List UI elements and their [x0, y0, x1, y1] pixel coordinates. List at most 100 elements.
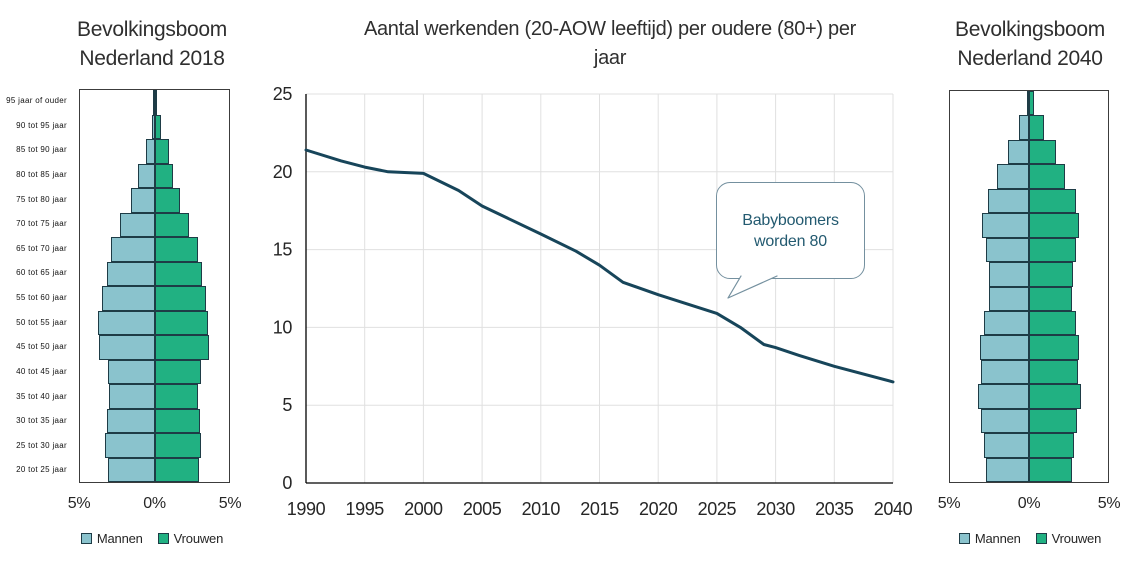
vrouwen-bar [154, 286, 206, 311]
vrouwen-bar [1029, 115, 1044, 140]
annotation-bubble: Babyboomers worden 80 [716, 182, 865, 279]
vrouwen-bar [1029, 188, 1076, 214]
x-tick-label: 2000 [404, 499, 443, 519]
mannen-bar [985, 237, 1029, 263]
pyramid-2040-title-line1: Bevolkingsboom [955, 18, 1105, 41]
legend-label: Mannen [974, 531, 1021, 546]
age-axis-labels: 95 jaar of ouder 90 tot 95 jaar 85 tot 90 … [0, 89, 73, 483]
y-tick-label: 5 [282, 395, 292, 415]
mannen-bar [983, 310, 1029, 336]
line-chart-title-line1: Aantal werkenden (20-AOW leeftijd) per o… [363, 18, 857, 40]
mannen-bar [983, 433, 1029, 458]
annotation-text-line2: worden 80 [754, 232, 827, 250]
age-label: 40 tot 45 jaar [16, 366, 67, 376]
age-label: 85 tot 90 jaar [16, 145, 67, 155]
age-label: 90 tot 95 jaar [16, 120, 67, 130]
pyramid-2040-plot [949, 90, 1109, 483]
vrouwen-bar [1029, 310, 1077, 336]
line-chart-title: Aantal werkenden (20-AOW leeftijd) per o… [310, 15, 910, 73]
mannen-bar [1008, 139, 1029, 165]
age-label: 55 tot 60 jaar [16, 293, 67, 302]
legend-item-mannen: Mannen [80, 531, 143, 546]
mannen-bar [108, 457, 155, 482]
pyramid-row [950, 310, 1108, 336]
mannen-bar [988, 286, 1029, 311]
y-tick-label: 20 [273, 162, 293, 182]
mannen-bar [119, 212, 155, 237]
vrouwen-bar [1029, 262, 1074, 287]
annotation-text-line1: Babyboomers [742, 211, 839, 229]
pyramid-2040-title-line2: Nederland 2040 [957, 47, 1103, 70]
legend-item-vrouwen: Vrouwen [1035, 531, 1102, 546]
vrouwen-bar [154, 261, 203, 286]
percent-axis-label: 5% [67, 495, 91, 512]
x-tick-label: 2025 [698, 499, 737, 519]
pyramid-row [80, 237, 229, 262]
vrouwen-bar [1029, 384, 1082, 409]
mannen-bar [980, 335, 1029, 360]
pyramid-row [950, 237, 1108, 263]
vrouwen-bar [1029, 139, 1056, 165]
pyramid-row [80, 139, 229, 164]
age-label: 25 tot 30 jaar [16, 440, 67, 450]
x-tick-label: 2005 [463, 499, 502, 519]
mannen-bar [97, 310, 155, 335]
y-tick-label: 0 [282, 473, 292, 493]
vrouwen-bar [1029, 408, 1078, 434]
percent-axis-label: 5% [1097, 495, 1121, 512]
pyramid-row [950, 91, 1108, 116]
legend-label: Vrouwen [173, 531, 224, 546]
legend-label: Vrouwen [1051, 531, 1102, 546]
x-tick-label: 2040 [874, 499, 913, 519]
pyramid-row [80, 90, 229, 115]
age-label: 65 tot 70 jaar [16, 243, 67, 253]
pyramid-row [950, 213, 1108, 238]
vrouwen-bar [154, 359, 201, 384]
pyramid-row [80, 433, 229, 458]
x-tick-label: 2020 [639, 499, 678, 519]
pyramid-2040-percent-axis: 5% 0% 5% [938, 494, 1121, 514]
pyramid-row [80, 359, 229, 384]
mannen-bar [987, 188, 1029, 214]
legend-swatch-vrouwen [157, 533, 169, 544]
pyramid-2018-title: Bevolkingsboom Nederland 2018 [27, 15, 277, 73]
vrouwen-bar [154, 188, 180, 213]
vrouwen-bar [154, 433, 202, 458]
pyramid-2018-title-line2: Nederland 2018 [79, 47, 225, 70]
pyramid-row [80, 114, 229, 139]
mannen-bar [988, 262, 1029, 287]
mannen-bar [1018, 115, 1029, 140]
age-label: 60 tot 65 jaar [16, 268, 67, 278]
legend-item-mannen: Mannen [958, 531, 1021, 546]
legend-swatch-mannen [958, 533, 970, 544]
vrouwen-bar [154, 139, 169, 164]
vrouwen-bar [154, 384, 199, 409]
age-label: 80 tot 85 jaar [16, 169, 67, 179]
mannen-bar [997, 164, 1029, 189]
x-tick-label: 2010 [522, 499, 561, 519]
mannen-bar [101, 286, 155, 311]
age-label: 20 tot 25 jaar [16, 465, 67, 475]
mannen-bar [106, 408, 155, 433]
y-tick-label: 15 [273, 240, 293, 260]
x-tick-label: 1995 [345, 499, 384, 519]
annotation-bubble-tail [727, 275, 778, 299]
y-tick-label: 10 [273, 317, 293, 337]
pyramid-row [80, 335, 229, 360]
pyramid-2018-legend: Mannen Vrouwen [42, 531, 262, 546]
pyramid-row [950, 408, 1108, 434]
vrouwen-bar [154, 163, 174, 188]
mannen-bar [977, 384, 1029, 409]
pyramid-row [950, 457, 1108, 482]
pyramid-row [80, 310, 229, 335]
mannen-bar [986, 457, 1029, 482]
pyramid-row [950, 335, 1108, 360]
pyramid-row [950, 433, 1108, 458]
line-chart-title-line2: jaar [593, 47, 627, 69]
mannen-bar [152, 90, 155, 115]
mannen-bar [980, 408, 1029, 434]
vrouwen-bar [1029, 286, 1073, 311]
vrouwen-bar [1029, 457, 1073, 482]
mannen-bar [145, 139, 155, 164]
